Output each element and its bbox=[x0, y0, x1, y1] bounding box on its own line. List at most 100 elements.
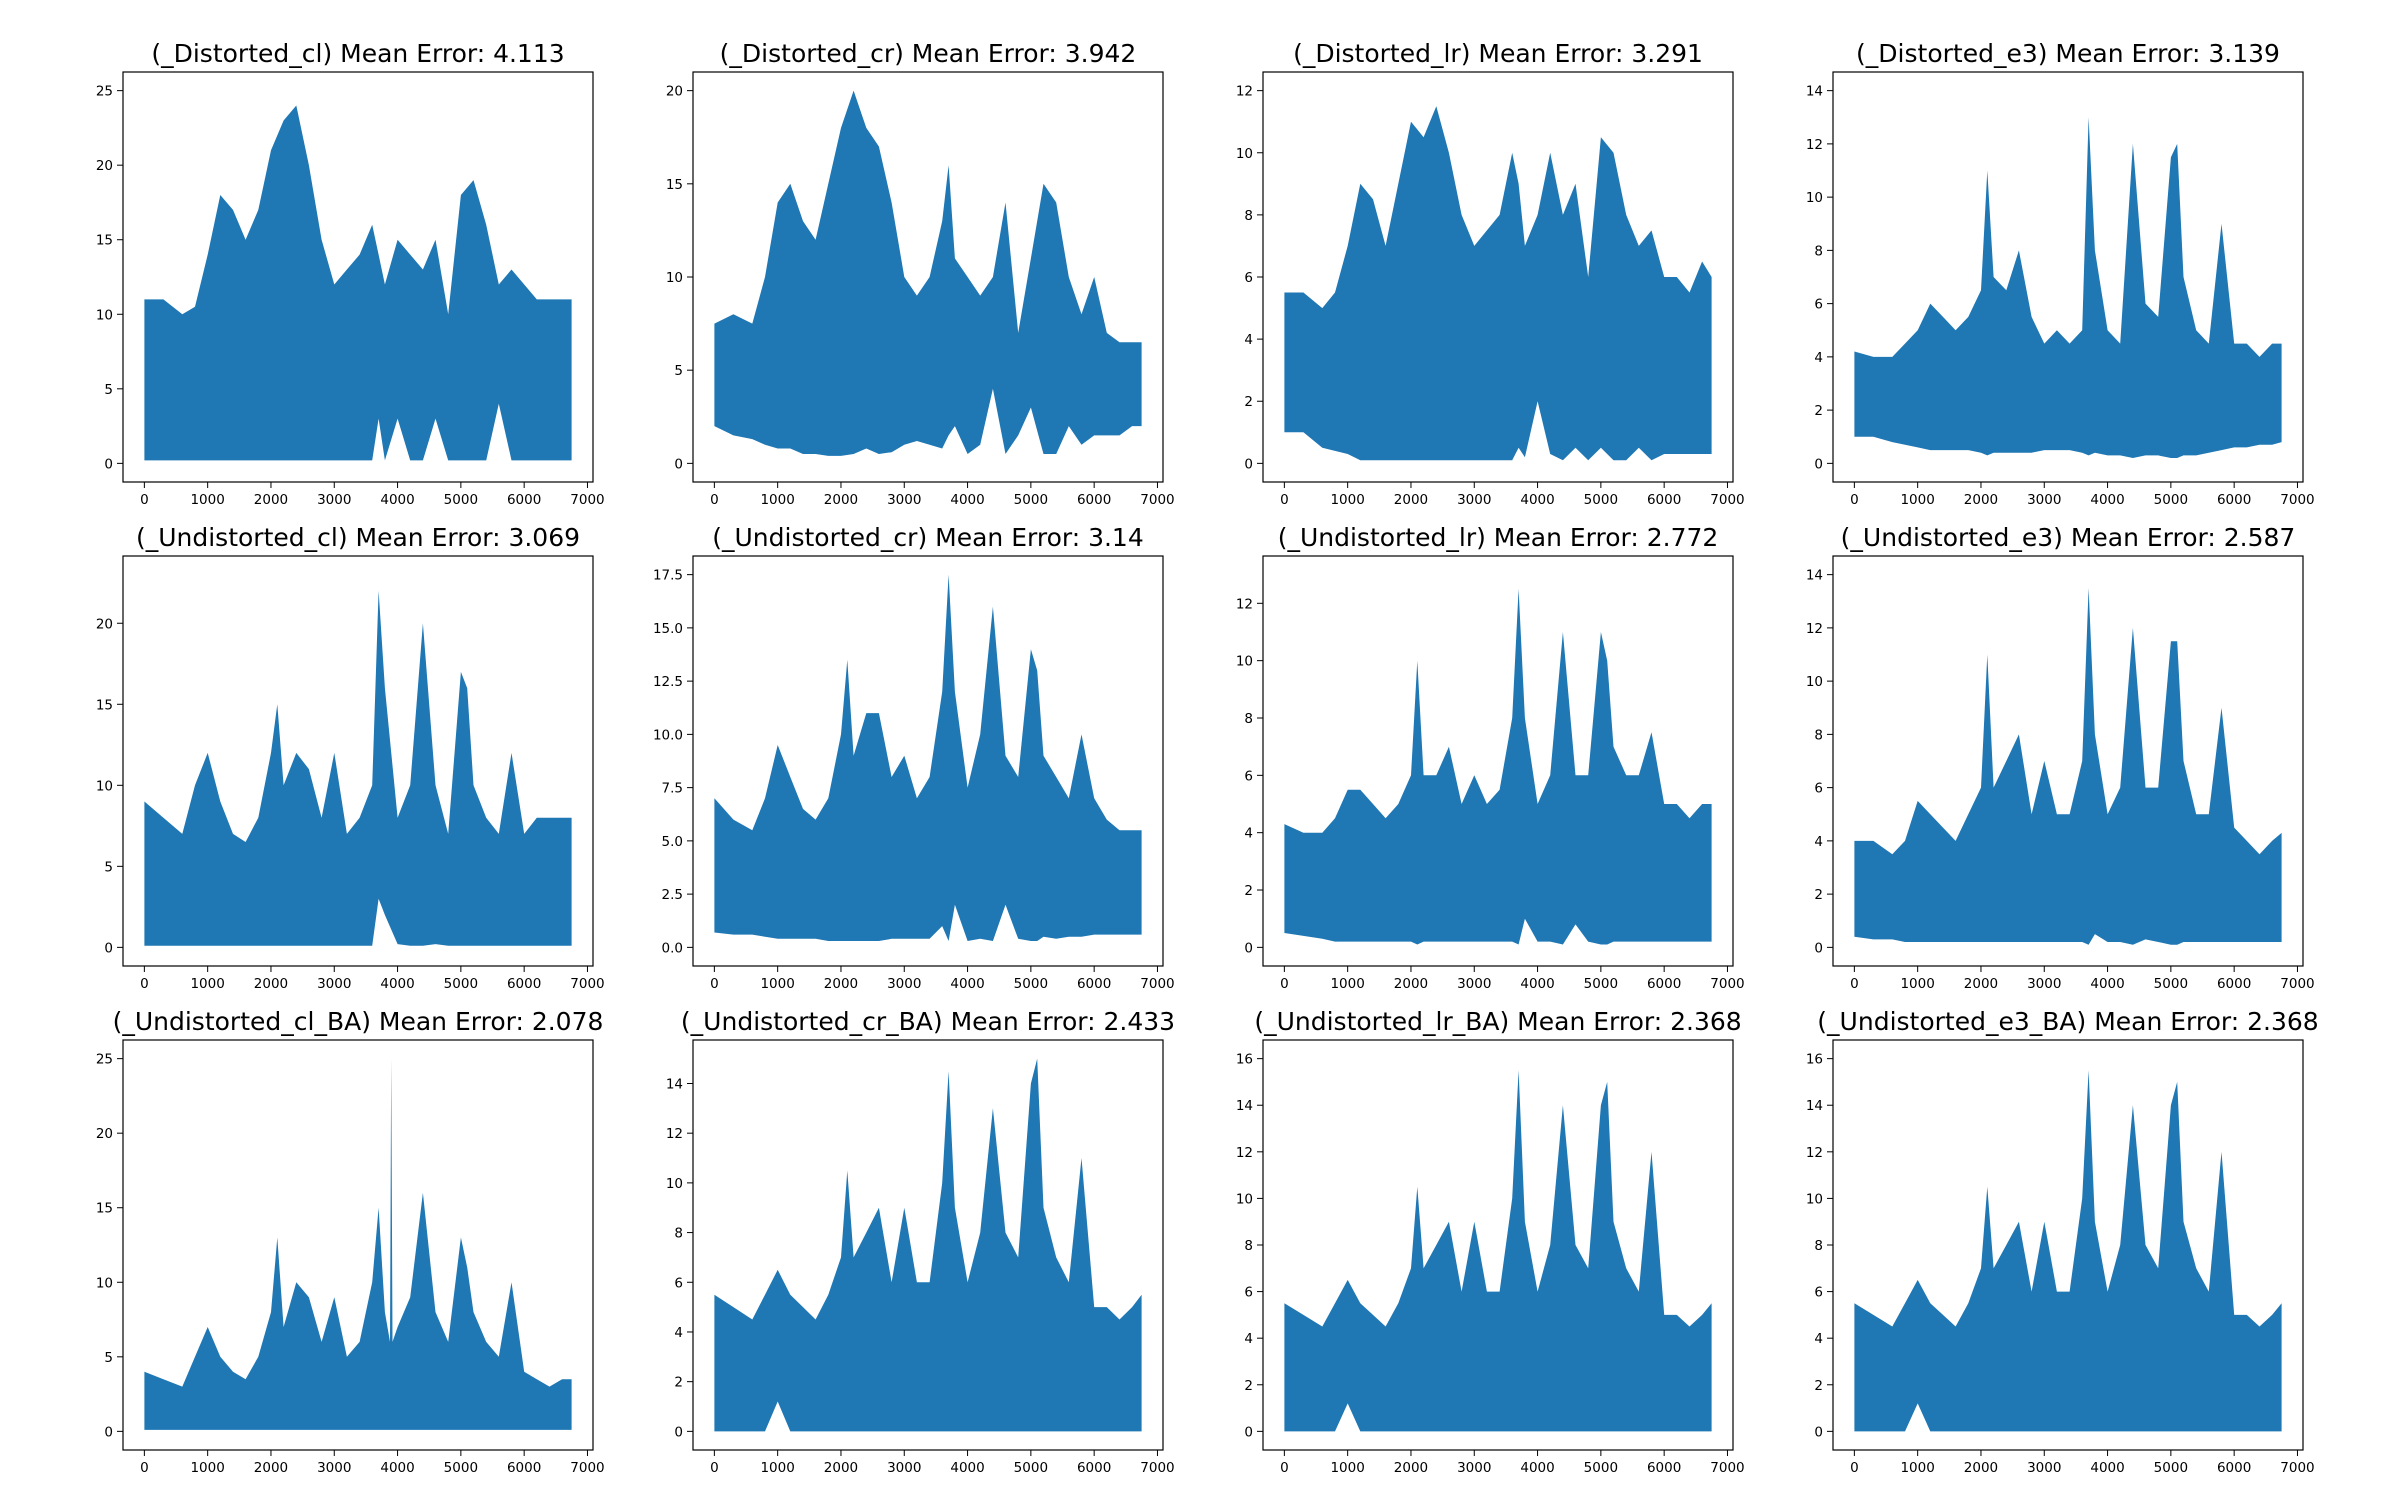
subplot-8: (_Undistorted_e3) Mean Error: 2.587 0 1000… bbox=[1806, 523, 2315, 992]
x-tick-label: 6000 bbox=[1077, 1460, 1111, 1476]
x-tick-label: 4000 bbox=[1520, 1460, 1554, 1476]
y-tick-label: 7.5 bbox=[662, 781, 683, 797]
y-tick-label: 6 bbox=[1244, 1285, 1253, 1301]
y-tick-label: 5.0 bbox=[662, 834, 683, 850]
x-tick-label: 6000 bbox=[507, 1460, 541, 1476]
subplot-6: (_Undistorted_cr) Mean Error: 3.14 0 1000 2… bbox=[653, 523, 1175, 992]
x-tick-label: 3000 bbox=[887, 492, 921, 508]
y-tick-label: 6 bbox=[1244, 270, 1253, 286]
y-tick-label: 6 bbox=[1814, 781, 1823, 797]
x-tick-label: 2000 bbox=[824, 1460, 858, 1476]
x-tick-label: 0 bbox=[1280, 492, 1289, 508]
x-tick-label: 5000 bbox=[1014, 1460, 1048, 1476]
chart-title: (_Undistorted_e3_BA) Mean Error: 2.368 bbox=[1817, 1007, 2318, 1036]
chart-title: (_Undistorted_e3) Mean Error: 2.587 bbox=[1841, 523, 2296, 552]
y-tick-label: 20 bbox=[96, 158, 113, 174]
x-tick-label: 1000 bbox=[1330, 492, 1364, 508]
series-band bbox=[144, 590, 572, 946]
y-tick-label: 10 bbox=[666, 270, 683, 286]
x-tick-label: 7000 bbox=[2280, 1460, 2314, 1476]
y-tick-label: 15 bbox=[666, 177, 683, 193]
x-tick-label: 6000 bbox=[2217, 492, 2251, 508]
x-tick-label: 1000 bbox=[190, 1460, 224, 1476]
y-tick-label: 10 bbox=[1236, 146, 1253, 162]
x-tick-label: 3000 bbox=[2027, 1460, 2061, 1476]
x-tick-label: 1000 bbox=[1330, 976, 1364, 992]
x-tick-label: 7000 bbox=[2280, 492, 2314, 508]
x-tick-label: 4000 bbox=[2090, 1460, 2124, 1476]
x-tick-label: 4000 bbox=[950, 976, 984, 992]
x-tick-label: 4000 bbox=[380, 976, 414, 992]
x-tick-label: 3000 bbox=[1457, 976, 1491, 992]
y-tick-label: 14 bbox=[1806, 1098, 1823, 1114]
plot-frame bbox=[692, 555, 1164, 967]
series-band bbox=[1284, 589, 1712, 945]
y-tick-label: 4 bbox=[1814, 1331, 1823, 1347]
plot-frame bbox=[1832, 555, 2304, 967]
x-tick-label: 6000 bbox=[1647, 492, 1681, 508]
x-tick-label: 3000 bbox=[2027, 492, 2061, 508]
y-tick-label: 15 bbox=[96, 1201, 113, 1217]
x-tick-label: 0 bbox=[710, 492, 719, 508]
x-tick-label: 4000 bbox=[380, 492, 414, 508]
x-tick-label: 6000 bbox=[2217, 1460, 2251, 1476]
y-tick-label: 12 bbox=[1806, 137, 1823, 153]
y-tick-label: 12.5 bbox=[653, 674, 683, 690]
x-tick-label: 2000 bbox=[1394, 1460, 1428, 1476]
y-tick-label: 5 bbox=[104, 1350, 113, 1366]
x-tick-label: 1000 bbox=[1900, 492, 1934, 508]
x-tick-label: 1000 bbox=[190, 976, 224, 992]
x-tick-label: 0 bbox=[140, 1460, 149, 1476]
x-tick-label: 2000 bbox=[1964, 1460, 1998, 1476]
x-tick-label: 5000 bbox=[444, 976, 478, 992]
x-tick-label: 0 bbox=[710, 976, 719, 992]
x-tick-label: 0 bbox=[710, 1460, 719, 1476]
subplot-7: (_Undistorted_lr) Mean Error: 2.772 0 1000… bbox=[1236, 523, 1745, 992]
chart-title: (_Undistorted_cr_BA) Mean Error: 2.433 bbox=[681, 1007, 1175, 1036]
y-tick-label: 8 bbox=[1814, 727, 1823, 743]
y-tick-label: 0 bbox=[674, 1424, 683, 1440]
x-tick-label: 4000 bbox=[1520, 976, 1554, 992]
y-tick-label: 14 bbox=[1806, 568, 1823, 584]
y-tick-label: 16 bbox=[1806, 1052, 1823, 1068]
y-tick-label: 0 bbox=[1814, 456, 1823, 472]
x-tick-label: 6000 bbox=[1077, 976, 1111, 992]
y-tick-label: 10 bbox=[96, 307, 113, 323]
x-tick-label: 6000 bbox=[1077, 492, 1111, 508]
chart-title: (_Distorted_cl) Mean Error: 4.113 bbox=[151, 39, 564, 68]
x-tick-label: 5000 bbox=[1014, 976, 1048, 992]
y-tick-label: 8 bbox=[1244, 711, 1253, 727]
x-tick-label: 6000 bbox=[507, 492, 541, 508]
y-tick-label: 14 bbox=[1236, 1098, 1253, 1114]
x-tick-label: 5000 bbox=[1014, 492, 1048, 508]
x-tick-label: 1000 bbox=[1900, 976, 1934, 992]
x-tick-label: 7000 bbox=[1710, 976, 1744, 992]
y-tick-label: 14 bbox=[1806, 84, 1823, 100]
series-band bbox=[714, 574, 1142, 941]
x-tick-label: 7000 bbox=[1710, 492, 1744, 508]
y-tick-label: 6 bbox=[1244, 768, 1253, 784]
x-tick-label: 2000 bbox=[1394, 976, 1428, 992]
y-tick-label: 15 bbox=[96, 697, 113, 713]
x-tick-label: 3000 bbox=[1457, 1460, 1491, 1476]
y-tick-label: 10 bbox=[1236, 654, 1253, 670]
y-tick-label: 10 bbox=[96, 1275, 113, 1291]
x-tick-label: 5000 bbox=[2154, 1460, 2188, 1476]
y-tick-label: 20 bbox=[96, 616, 113, 632]
x-tick-label: 5000 bbox=[2154, 492, 2188, 508]
series-band bbox=[714, 90, 1142, 456]
plot-frame bbox=[122, 555, 594, 967]
y-tick-label: 4 bbox=[1244, 332, 1253, 348]
x-tick-label: 2000 bbox=[254, 1460, 288, 1476]
y-tick-label: 5 bbox=[674, 363, 683, 379]
y-tick-label: 0 bbox=[1244, 456, 1253, 472]
x-tick-label: 3000 bbox=[887, 976, 921, 992]
x-tick-label: 5000 bbox=[444, 1460, 478, 1476]
y-tick-label: 2 bbox=[1814, 1378, 1823, 1394]
y-tick-label: 20 bbox=[96, 1126, 113, 1142]
x-tick-label: 3000 bbox=[317, 976, 351, 992]
y-tick-label: 5 bbox=[104, 859, 113, 875]
x-tick-label: 2000 bbox=[1964, 492, 1998, 508]
